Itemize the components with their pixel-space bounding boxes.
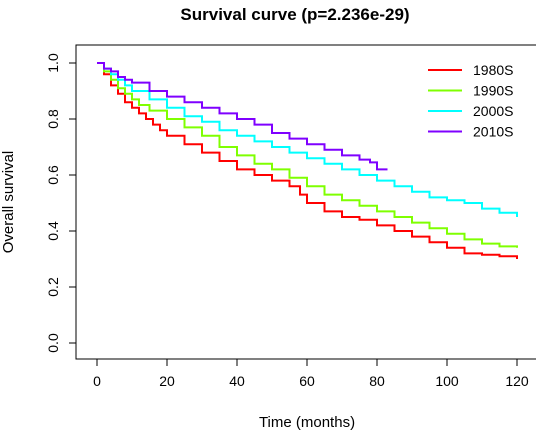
legend-label-2000s: 2000S — [473, 103, 513, 119]
legend: 1980S 1990S 2000S 2010S — [428, 62, 513, 140]
x-tick-label: 40 — [229, 373, 245, 389]
series-line-2000s — [97, 62, 518, 217]
series-line-2010s — [97, 62, 388, 171]
x-tick-label: 100 — [435, 373, 459, 389]
series-line-1980s — [97, 62, 518, 259]
y-tick-label: 0.6 — [45, 165, 61, 185]
chart-title: Survival curve (p=2.236e-29) — [180, 5, 409, 24]
series-lines — [97, 62, 518, 259]
legend-label-1980s: 1980S — [473, 62, 513, 78]
y-tick-label: 0.8 — [45, 109, 61, 129]
x-tick-label: 120 — [505, 373, 529, 389]
legend-label-2010s: 2010S — [473, 124, 513, 140]
x-tick-label: 20 — [159, 373, 175, 389]
x-tick-label: 0 — [93, 373, 101, 389]
x-axis: 0 20 40 60 80 100 120 — [93, 358, 529, 389]
x-tick-label: 80 — [369, 373, 385, 389]
x-axis-label: Time (months) — [259, 414, 355, 431]
y-axis-label: Overall survival — [0, 151, 17, 254]
x-tick-label: 60 — [299, 373, 315, 389]
y-tick-label: 0.4 — [45, 221, 61, 241]
legend-label-1990s: 1990S — [473, 83, 513, 99]
y-axis: 0.0 0.2 0.4 0.6 0.8 1.0 — [45, 53, 77, 353]
y-tick-label: 0.2 — [45, 277, 61, 297]
y-tick-label: 0.0 — [45, 333, 61, 353]
series-line-1990s — [97, 62, 518, 248]
y-tick-label: 1.0 — [45, 53, 61, 73]
